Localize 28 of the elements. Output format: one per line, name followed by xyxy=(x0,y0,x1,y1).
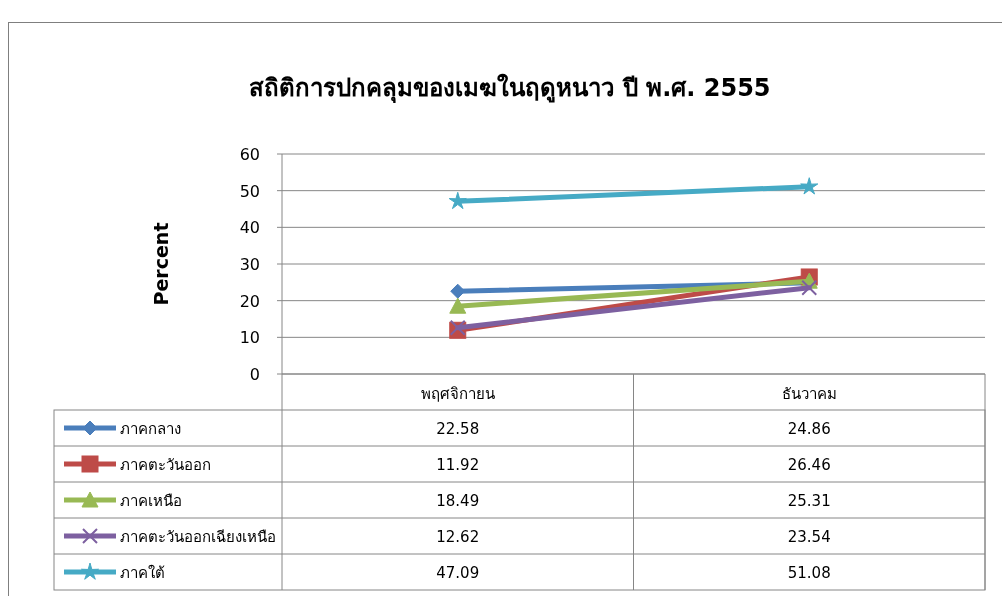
y-tick-label: 40 xyxy=(239,218,260,238)
x-tick-label: ธันวาคม xyxy=(781,385,837,403)
point xyxy=(448,191,467,210)
data-label: 22.58 xyxy=(436,420,480,438)
data-label: 47.09 xyxy=(436,564,480,582)
y-axis-title: Percent xyxy=(150,222,172,306)
data-label: 25.31 xyxy=(787,492,831,510)
data-label: 23.54 xyxy=(787,528,831,546)
y-tick-label: 10 xyxy=(239,328,260,348)
data-label: 11.92 xyxy=(436,456,480,474)
y-tick-label: 30 xyxy=(239,255,260,274)
legend-label: ภาคเหนือ xyxy=(120,492,182,510)
data-label: 18.49 xyxy=(436,492,480,510)
x-tick-label: พฤศจิกายน xyxy=(420,385,495,403)
chart-title: สถิติการปกคลุมของเมฆในฤดูหนาว ปี พ.ศ. 2555 xyxy=(249,73,771,104)
y-tick-label: 50 xyxy=(239,181,260,201)
legend-label: ภาคใต้ xyxy=(120,564,165,582)
legend-label: ภาคกลาง xyxy=(120,420,181,438)
legend-label: ภาคตะวันออกเฉียงเหนือ xyxy=(120,528,276,546)
y-tick-label: 20 xyxy=(239,291,260,311)
data-label: 26.46 xyxy=(787,456,831,474)
legend-label: ภาคตะวันออก xyxy=(120,456,211,474)
data-label: 12.62 xyxy=(436,528,480,546)
y-tick-label: 0 xyxy=(249,365,260,384)
data-label: 51.08 xyxy=(787,564,831,582)
y-tick-label: 60 xyxy=(239,145,260,164)
point xyxy=(800,177,819,195)
data-label: 24.86 xyxy=(787,420,831,438)
